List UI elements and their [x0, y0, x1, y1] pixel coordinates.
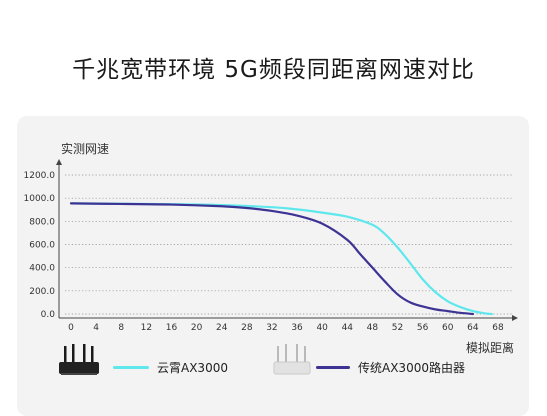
legend-label-traditional: 传统AX3000路由器: [358, 361, 465, 375]
black-router-icon: [59, 344, 99, 375]
y-tick-label: 1200.0: [24, 171, 56, 181]
chart-card: [17, 116, 529, 416]
x-tick-label: 64: [467, 323, 479, 333]
x-tick-label: 40: [316, 323, 328, 333]
x-tick-label: 56: [417, 323, 429, 333]
y-tick-label: 1000.0: [24, 194, 56, 204]
x-tick-label: 32: [266, 323, 277, 333]
x-tick-label: 20: [191, 323, 203, 333]
y-axis-arrow: [56, 159, 62, 165]
x-tick-label: 28: [241, 323, 253, 333]
x-tick-label: 60: [442, 323, 454, 333]
x-axis-arrow: [512, 315, 518, 321]
x-tick-label: 44: [342, 323, 354, 333]
page-headline: 千兆宽带环境 5G频段同距离网速对比: [72, 57, 475, 83]
x-tick-label: 48: [367, 323, 379, 333]
y-axis-title: 实测网速: [61, 142, 110, 156]
x-tick-label: 12: [141, 323, 152, 333]
x-axis-title: 模拟距离: [466, 341, 515, 355]
x-tick-label: 0: [68, 323, 74, 333]
x-tick-label: 4: [93, 323, 99, 333]
legend-item-yunxiao: 云霄AX3000: [113, 359, 228, 376]
legend-swatch-traditional: [316, 366, 350, 369]
legend-label-yunxiao: 云霄AX3000: [157, 361, 228, 375]
x-tick-label: 68: [492, 323, 504, 333]
x-tick-label: 8: [118, 323, 124, 333]
y-tick-label: 0.0: [41, 310, 56, 320]
x-tick-label: 36: [291, 323, 303, 333]
legend-item-traditional: 传统AX3000路由器: [316, 359, 465, 376]
series-line-yunxiao: [69, 202, 493, 316]
x-tick-label: 52: [392, 323, 403, 333]
y-tick-label: 600.0: [29, 241, 55, 251]
y-tick-label: 400.0: [29, 264, 55, 274]
y-tick-label: 800.0: [29, 217, 55, 227]
y-tick-label: 200.0: [29, 287, 55, 297]
x-tick-label: 16: [166, 323, 178, 333]
x-tick-label: 24: [216, 323, 228, 333]
series-line-traditional: [69, 202, 474, 316]
legend: 云霄AX3000 传统AX3000路由器: [0, 340, 547, 400]
white-router-icon: [273, 344, 311, 375]
legend-swatch-yunxiao: [113, 366, 149, 369]
